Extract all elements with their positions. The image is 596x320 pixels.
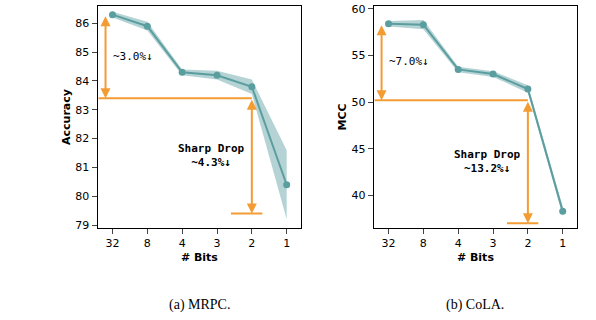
svg-text:80: 80 <box>75 190 89 203</box>
svg-text:Accuracy: Accuracy <box>60 89 73 145</box>
svg-text:79: 79 <box>75 219 89 232</box>
svg-text:# Bits: # Bits <box>181 251 218 264</box>
svg-text:(b) CoLA.: (b) CoLA. <box>446 297 504 313</box>
svg-text:60: 60 <box>351 3 365 16</box>
svg-text:8: 8 <box>144 237 151 250</box>
svg-text:MCC: MCC <box>336 103 349 130</box>
svg-text:4: 4 <box>179 237 186 250</box>
svg-text:84: 84 <box>75 75 89 88</box>
svg-text:~7.0%↓: ~7.0%↓ <box>389 55 429 68</box>
svg-text:32: 32 <box>105 237 119 250</box>
svg-text:3: 3 <box>490 237 497 250</box>
svg-text:Sharp Drop~4.3%↓: Sharp Drop~4.3%↓ <box>178 142 245 169</box>
svg-text:40: 40 <box>351 189 365 202</box>
svg-text:55: 55 <box>351 49 365 62</box>
svg-text:1: 1 <box>559 237 566 250</box>
svg-text:86: 86 <box>75 17 89 30</box>
svg-text:(a) MRPC.: (a) MRPC. <box>169 297 230 313</box>
svg-text:83: 83 <box>75 104 89 117</box>
svg-text:2: 2 <box>524 237 531 250</box>
svg-text:1: 1 <box>283 237 290 250</box>
svg-text:2: 2 <box>248 237 255 250</box>
svg-text:# Bits: # Bits <box>457 251 494 264</box>
svg-text:Sharp Drop~13.2%↓: Sharp Drop~13.2%↓ <box>454 148 521 175</box>
svg-text:45: 45 <box>351 143 365 156</box>
svg-text:32: 32 <box>382 237 396 250</box>
svg-text:50: 50 <box>351 96 365 109</box>
svg-text:4: 4 <box>455 237 462 250</box>
svg-text:81: 81 <box>75 161 89 174</box>
svg-text:85: 85 <box>75 46 89 59</box>
svg-text:3: 3 <box>214 237 221 250</box>
svg-text:82: 82 <box>75 132 89 145</box>
svg-text:~3.0%↓: ~3.0%↓ <box>113 50 153 63</box>
svg-text:8: 8 <box>420 237 427 250</box>
